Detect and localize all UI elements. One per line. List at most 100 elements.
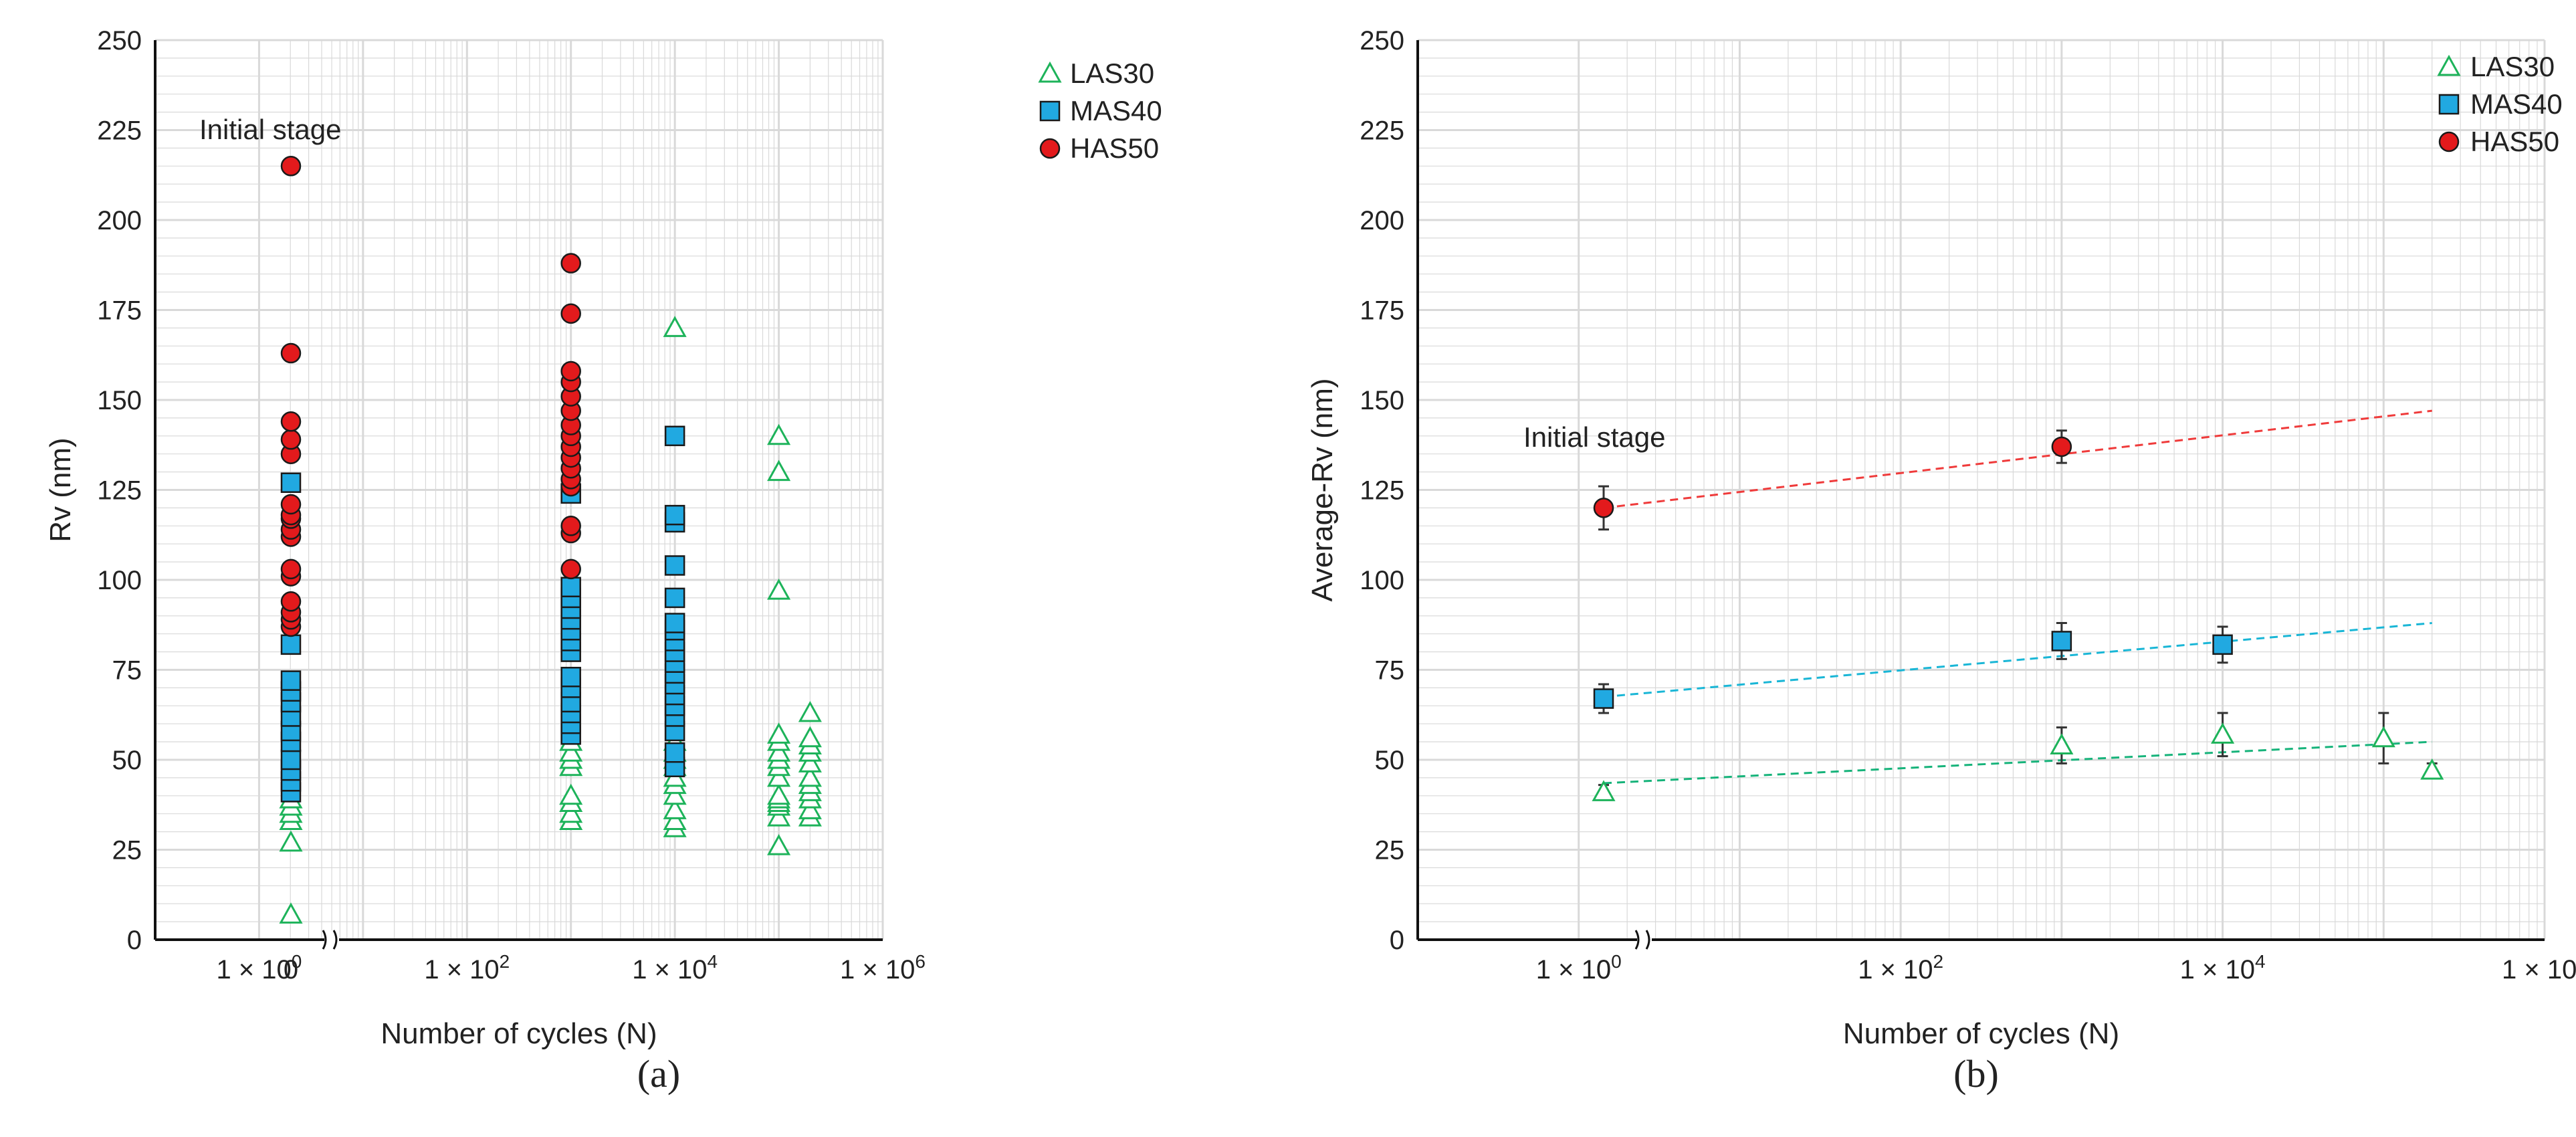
legend-label-mas40: MAS40 [2470, 88, 2563, 120]
data-point-mas40 [664, 613, 685, 633]
y-tick-label: 225 [97, 116, 142, 146]
y-tick-label: 25 [112, 836, 142, 865]
y-tick-label: 50 [112, 746, 142, 775]
annotation-initial-stage: Initial stage [1523, 421, 1665, 453]
data-point-las30 [798, 765, 822, 787]
legend-label-las30: LAS30 [1070, 58, 1154, 89]
data-point-mas40 [280, 670, 302, 691]
data-point-mas40 [2051, 631, 2072, 651]
data-point-las30 [663, 783, 687, 805]
data-point-las30 [279, 830, 303, 852]
legend-label-las30: LAS30 [2470, 51, 2555, 82]
data-point-las30 [663, 798, 687, 819]
data-point-mas40 [664, 425, 685, 447]
data-point-las30 [1592, 780, 1616, 801]
panel-sublabel: (b) [1953, 1052, 1999, 1096]
data-point-mas40 [664, 504, 685, 526]
y-tick-label: 225 [1360, 116, 1404, 146]
data-point-las30 [279, 902, 303, 924]
y-tick-label: 100 [1360, 566, 1404, 595]
trendline-mas40 [1603, 622, 2432, 698]
data-point-mas40 [280, 472, 302, 493]
data-point-las30 [663, 316, 687, 337]
y-tick-label: 50 [1375, 746, 1405, 775]
data-point-has50 [560, 558, 581, 580]
y-tick-label: 175 [97, 296, 142, 326]
annotation-initial-stage: Initial stage [199, 114, 341, 145]
y-tick-label: 250 [97, 26, 142, 56]
data-point-las30 [798, 726, 822, 748]
data-point-mas40 [664, 587, 685, 609]
x-tick-label: 1 × 104 [2180, 951, 2266, 985]
trendline-has50 [1603, 409, 2432, 509]
x-tick-label: 1 × 100 [216, 951, 302, 985]
data-point-has50 [560, 516, 581, 536]
data-point-las30 [798, 700, 822, 722]
x-tick-label: 1 × 102 [424, 951, 510, 985]
data-point-has50 [280, 411, 302, 432]
legend-marker-las30 [1038, 61, 1062, 83]
y-tick-label: 25 [1375, 836, 1405, 865]
axis-break-mark [332, 930, 338, 950]
data-point-las30 [767, 783, 791, 805]
data-point-las30 [767, 459, 791, 482]
panel-sublabel: (a) [637, 1052, 680, 1096]
data-point-las30 [767, 805, 791, 827]
y-tick-label: 150 [1360, 386, 1404, 415]
y-tick-label: 200 [97, 206, 142, 235]
data-point-las30 [663, 809, 687, 830]
data-point-has50 [280, 156, 302, 177]
data-point-has50 [560, 360, 581, 382]
data-point-has50 [280, 591, 302, 612]
data-point-has50 [280, 429, 302, 450]
y-tick-label: 250 [1360, 26, 1404, 56]
data-point-has50 [560, 303, 581, 324]
data-point-las30 [798, 798, 822, 819]
legend-marker-has50 [2438, 131, 2460, 152]
data-point-mas40 [664, 742, 685, 763]
legend-marker-las30 [2437, 54, 2461, 76]
x-axis-title: Number of cycles (N) [1843, 1017, 2119, 1050]
x-tick-label: 1 × 100 [1536, 951, 1622, 985]
data-point-las30 [767, 423, 791, 445]
data-point-has50 [280, 494, 302, 515]
y-axis-title: Rv (nm) [44, 437, 77, 542]
data-point-las30 [767, 740, 791, 762]
y-tick-label: 75 [112, 656, 142, 686]
axis-break-mark [1645, 930, 1650, 950]
y-tick-label: 75 [1375, 656, 1405, 686]
data-point-mas40 [664, 555, 685, 576]
y-tick-label: 125 [1360, 476, 1404, 506]
data-point-las30 [2050, 733, 2074, 754]
data-point-has50 [280, 558, 302, 580]
x-tick-label: 1 × 106 [840, 951, 926, 985]
data-point-mas40 [280, 749, 302, 770]
x-axis-title: Number of cycles (N) [381, 1017, 657, 1050]
data-point-mas40 [560, 667, 581, 688]
y-axis-title: Average-Rv (nm) [1306, 378, 1339, 601]
data-point-las30 [559, 783, 583, 805]
data-point-las30 [767, 834, 791, 855]
data-point-mas40 [1593, 688, 1614, 709]
legend-marker-mas40 [2438, 94, 2460, 115]
data-point-las30 [559, 740, 583, 762]
legend-marker-has50 [1039, 138, 1061, 159]
axis-break-mark [322, 930, 327, 950]
data-point-las30 [559, 801, 583, 823]
data-point-has50 [2051, 436, 2072, 457]
legend-marker-mas40 [1039, 100, 1061, 122]
y-tick-label: 0 [127, 926, 142, 955]
x-tick-label: 1 × 102 [1858, 951, 1943, 985]
x-tick-label-zero: 0 [284, 955, 298, 985]
legend-label-mas40: MAS40 [1070, 95, 1162, 126]
legend: LAS30 MAS40 HAS50 [2437, 51, 2563, 157]
axis-break-mark [1634, 930, 1640, 950]
data-point-mas40 [560, 577, 581, 598]
x-tick-label: 1 × 104 [632, 951, 718, 985]
data-point-las30 [2211, 722, 2235, 744]
x-tick-label: 1 × 106 [2502, 951, 2576, 985]
data-point-has50 [280, 342, 302, 364]
